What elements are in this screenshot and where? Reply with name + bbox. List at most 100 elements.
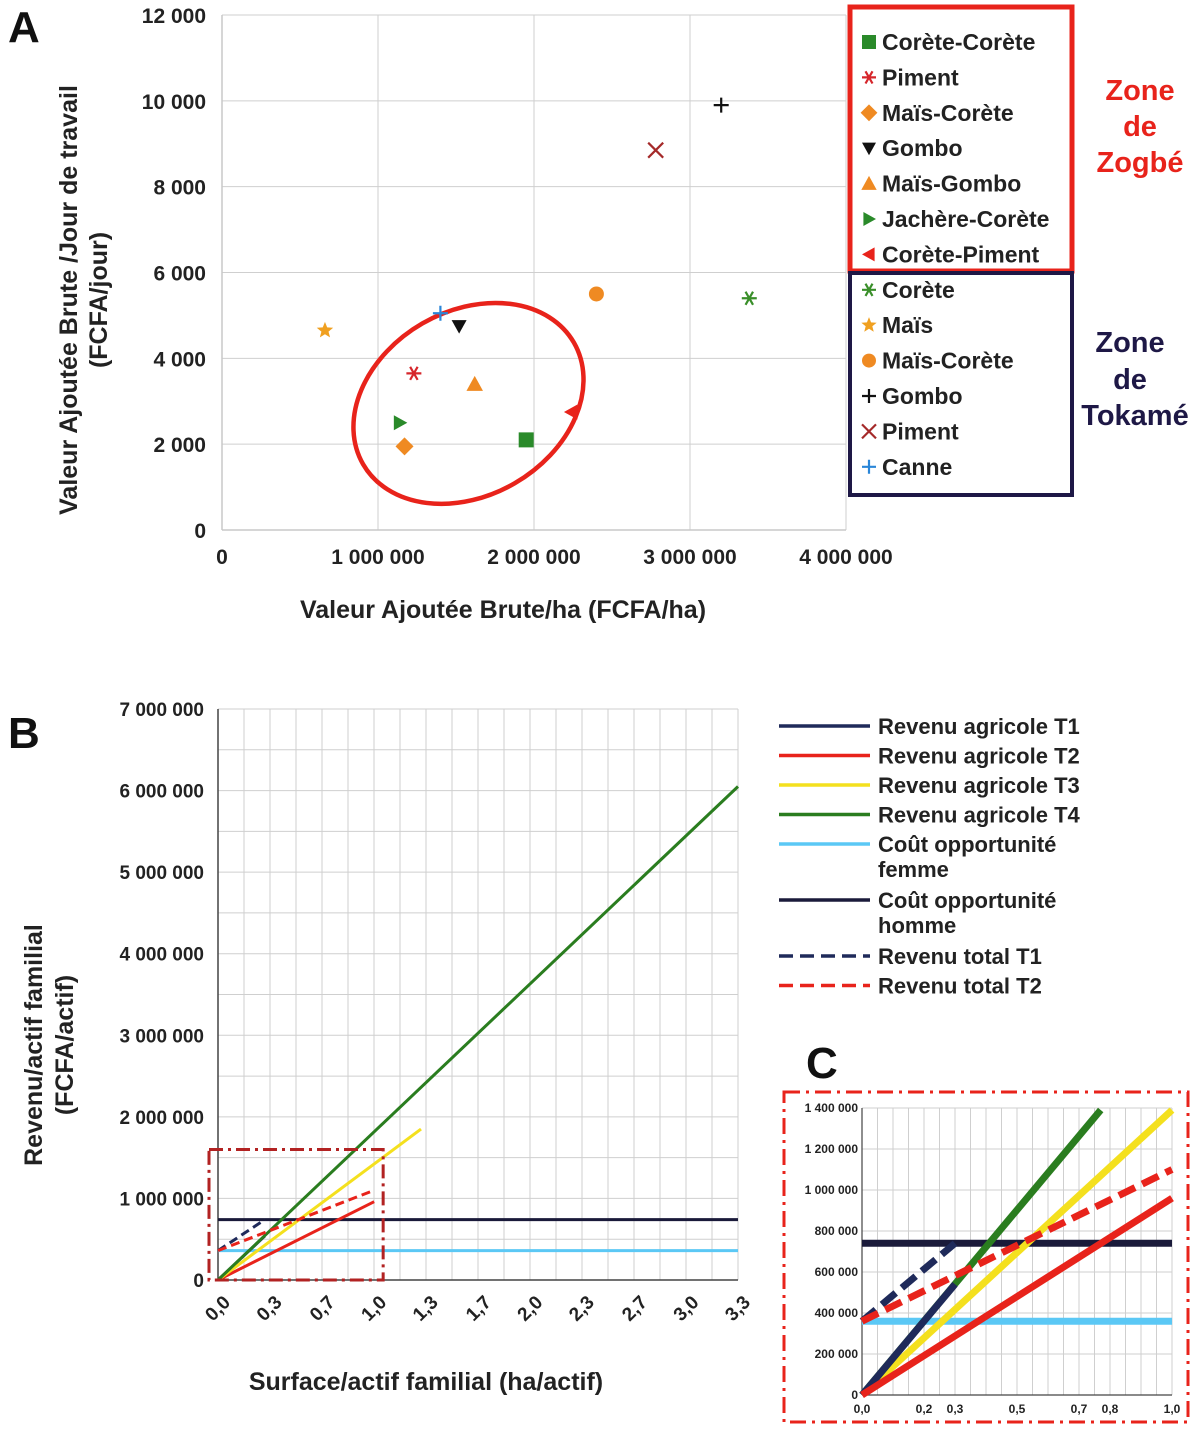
chart-b-legend-label: Revenu total T1 [878,944,1042,969]
chart-c-y-tick-label: 400 000 [815,1306,859,1320]
chart-b-x-tick-label: 0,0 [201,1292,235,1326]
chart-b-zoom-region [207,1147,385,1282]
chart-a-y-tick-label: 10 000 [142,91,206,114]
zone-zogbe-label-line1: Zone [1105,75,1174,107]
chart-c-axes [861,1108,1172,1396]
legend-entry-label: Piment [882,64,959,90]
chart-b-y-tick-label: 5 000 000 [119,863,204,884]
chart-c-x-tick-label: 0,5 [1009,1402,1026,1416]
chart-b-legend-label: Revenu agricole T3 [878,773,1080,798]
chart-a-y-axis-label-line2: (FCFA/jour) [85,232,113,368]
chart-b-x-tick-label: 3,0 [670,1292,704,1326]
legend-entry-label: Canne [882,454,952,480]
chart-b-legend-label: femme [878,857,949,882]
legend-entry-label: Piment [882,418,959,444]
chart-c-y-tick-label: 800 000 [815,1224,859,1238]
chart-a-y-tick-labels: 0 2 000 4 000 6 000 8 000 10 000 12 000 [142,5,206,543]
legend-marker [862,459,876,474]
legend-marker [862,283,876,297]
legend-entry-label: Maïs-Corète [882,348,1014,374]
legend-entry-label: Jachère-Corète [882,206,1049,232]
chart-c-x-tick-label: 0,8 [1102,1402,1119,1416]
legend-marker [861,317,877,332]
chart-b-legend-label: Coût opportunité [878,832,1056,857]
legend-tokame-box [848,271,1074,497]
chart-b-y-tick-label: 2 000 000 [119,1108,204,1129]
chart-c-y-tick-labels: 0 200 000 400 000 600 000 800 000 1 000 000 1 … [805,1101,859,1402]
data-point-tokame [588,286,604,302]
chart-c-series-line [859,1282,958,1398]
chart-b-x-tick-label: 3,3 [721,1292,755,1326]
chart-b-series-line [217,1218,266,1252]
panel-label-b: B [8,709,40,758]
chart-b-y-tick-label: 3 000 000 [119,1026,204,1047]
chart-a-y-tick-label: 8 000 [153,177,206,200]
legend-marker [862,389,876,403]
chart-c-y-tick-label: 600 000 [815,1265,859,1279]
chart-a-legend: Corète-Corète Piment Maïs-Corète Gombo Maïs-… [860,29,1049,480]
chart-a-y-axis-label-line1: Valeur Ajoutée Brute /Jour de travail [55,85,83,515]
chart-c-y-tick-label: 1 400 000 [805,1101,859,1115]
data-point-zogbe [451,320,467,334]
chart-b-x-tick-label: 1,3 [409,1292,443,1326]
legend-marker [863,212,876,226]
legend-marker [862,142,876,156]
legend-entry-label: Corète [882,277,955,303]
chart-c-lines [859,1107,1175,1398]
chart-c-series-line [859,1240,958,1324]
chart-c-y-tick-label: 0 [851,1388,858,1402]
zone-tokame-label-line2: de [1113,364,1147,396]
chart-a-x-tick-label: 3 000 000 [643,546,736,569]
chart-b-legend-label: Revenu agricole T1 [878,714,1080,739]
chart-c-x-tick-label: 0,0 [854,1402,871,1416]
legend-entry-label: Corète-Piment [882,241,1040,267]
chart-a-y-tick-label: 2 000 [153,434,206,457]
chart-b-x-tick-label: 0,3 [253,1292,287,1326]
zone-zogbe-label-line3: Zogbé [1097,147,1184,179]
chart-c-frame [782,1090,1190,1424]
chart-b-x-tick-label: 2,7 [618,1292,652,1326]
data-point-tokame [741,291,757,306]
legend-marker [861,175,877,190]
chart-a-ellipse [351,300,586,507]
chart-b-legend-label: homme [878,913,956,938]
data-point-zogbe [395,437,414,456]
legend-marker [862,247,875,262]
chart-c-x-tick-label: 0,7 [1071,1402,1088,1416]
chart-b-series-line [216,785,740,1282]
chart-b-legend-label: Coût opportunité [878,888,1056,913]
chart-c-x-tick-labels: 0,0 0,2 0,3 0,5 0,7 0,8 1,0 [854,1402,1181,1416]
chart-a-x-tick-label: 0 [216,546,228,569]
chart-b-lines [216,785,740,1282]
chart-a-x-tick-label: 4 000 000 [799,546,892,569]
chart-b-x-tick-label: 1,7 [462,1292,496,1326]
chart-b-x-tick-labels: 0,0 0,3 0,7 1,0 1,3 1,7 2,0 2,3 2,7 3,0 3,3 [201,1292,755,1326]
data-point-zogbe [518,432,534,448]
chart-a-x-tick-labels: 0 1 000 000 2 000 000 3 000 000 4 000 000 [216,546,893,569]
chart-c-y-tick-label: 200 000 [815,1347,859,1361]
chart-b-y-tick-label: 7 000 000 [119,700,204,721]
chart-c-x-tick-label: 1,0 [1164,1402,1181,1416]
chart-b-y-tick-label: 0 [193,1271,204,1292]
chart-a-y-tick-label: 0 [194,520,206,543]
chart-b-x-axis-label: Surface/actif familial (ha/actif) [249,1368,603,1396]
chart-b-y-tick-labels: 0 1 000 000 2 000 000 3 000 000 4 000 000 5 0… [119,700,204,1292]
legend-entry-label: Maïs-Corète [882,100,1014,126]
chart-b-x-tick-label: 1,0 [358,1292,392,1326]
chart-a-x-tick-label: 1 000 000 [331,546,424,569]
chart-c-x-tick-label: 0,3 [947,1402,964,1416]
chart-b-gridlines [217,708,739,1281]
legend-marker [861,423,877,440]
chart-b-series-line [217,1127,422,1282]
legend-marker [862,353,876,368]
chart-b-x-tick-label: 2,3 [565,1292,599,1326]
zone-tokame-label-line1: Zone [1095,327,1164,359]
chart-c-y-tick-label: 1 200 000 [805,1142,859,1156]
chart-b-y-tick-label: 4 000 000 [119,945,204,966]
chart-a-y-tick-label: 4 000 [153,348,206,371]
chart-a-y-tick-label: 12 000 [142,5,206,28]
chart-c-series-line [860,1195,1174,1398]
chart-b-legend-label: Revenu total T2 [878,974,1042,999]
legend-entry-label: Maïs-Gombo [882,171,1021,197]
